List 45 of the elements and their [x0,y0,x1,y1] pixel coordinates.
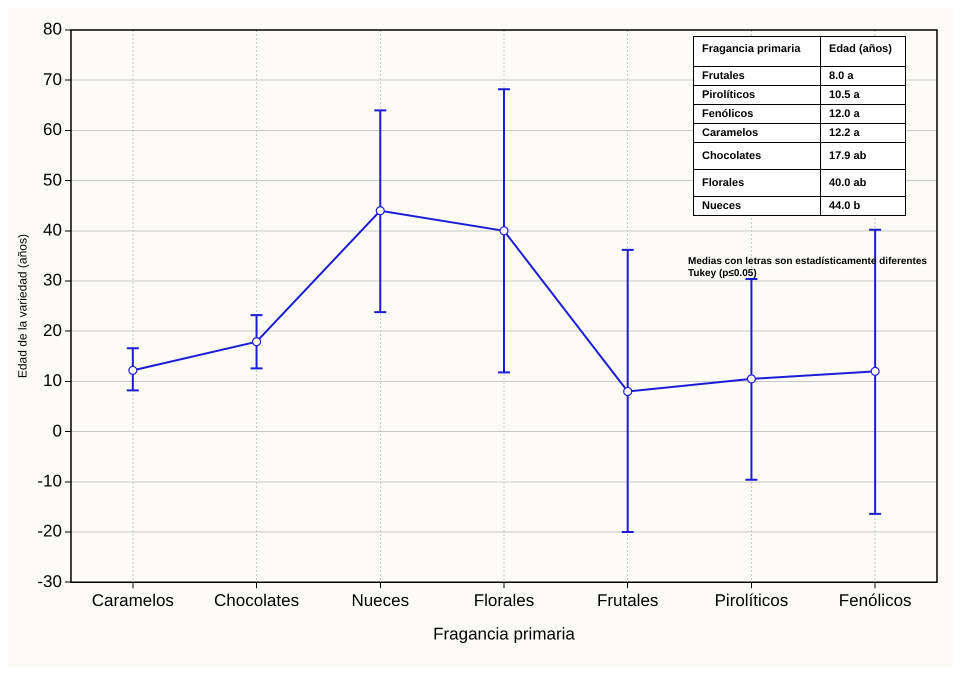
annotation: 17.9 ab [820,142,906,170]
y-tick-label: 60 [43,120,62,140]
annotation: 40.0 ab [820,170,906,196]
annotation: Pirolíticos [694,86,820,104]
x-tick-label: Caramelos [92,591,174,610]
y-tick-label: 40 [43,220,62,240]
y-tick-label: -10 [37,471,62,490]
point [128,366,138,375]
point [870,366,880,376]
y-tick-label: 0 [52,421,62,440]
annotation: 44.0 b [820,196,906,216]
annotation: Fragancia primaria [694,36,820,66]
annotation: Caramelos [694,124,820,142]
annotation: Florales [694,170,820,196]
y-tick-label: 20 [43,320,62,340]
annotation: Nueces [694,196,820,216]
x-tick-label: Chocolates [214,591,300,610]
x-axis-title: Fragancia primaria [433,624,576,644]
annotation: Chocolates [694,142,820,170]
y-tick-label: 70 [43,70,62,89]
annotation: Edad (años) [820,36,906,66]
annotation: Frutales [694,66,820,86]
y-tick-label: 80 [43,20,62,39]
point [746,374,756,384]
annotation: Tukey (p≤0.05) [688,268,758,280]
y-tick-label: -30 [37,572,62,591]
point [623,386,632,396]
x-tick-label: Florales [474,591,534,610]
y-tick-label: 50 [43,170,62,190]
y-axis-title: Edad de la variedad (años) [16,234,30,378]
y-tick-label: -20 [37,522,62,541]
point [252,337,262,346]
y-tick-label: 10 [43,371,62,390]
point [499,226,509,236]
annotation: 12.0 a [820,104,906,124]
annotation: 12.2 a [820,124,906,142]
x-tick-label: Fenólicos [838,591,912,610]
annotation: 8.0 a [820,66,906,86]
x-tick-label: Nueces [351,591,410,610]
point [376,206,385,216]
x-tick-label: Pirolíticos [714,591,788,610]
annotation: Fenólicos [694,104,820,124]
x-tick-label: Frutales [596,591,658,610]
annotation: 10.5 a [820,86,906,104]
y-tick-label: 30 [43,270,62,290]
